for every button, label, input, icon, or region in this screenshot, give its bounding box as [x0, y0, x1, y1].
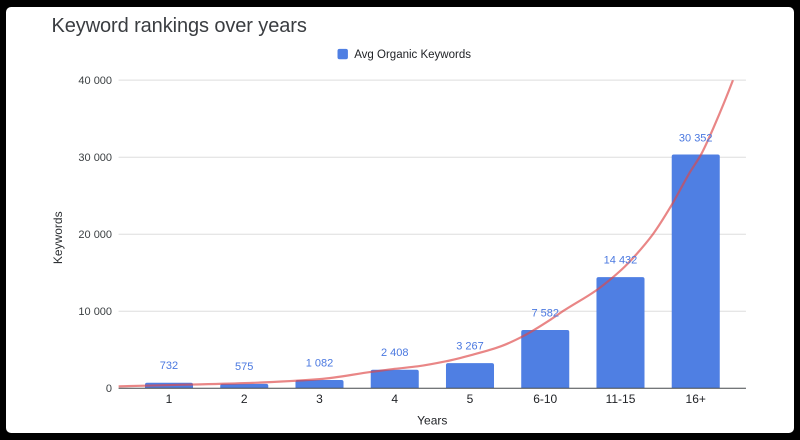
svg-text:Years: Years [417, 413, 447, 427]
svg-text:Avg Organic Keywords: Avg Organic Keywords [354, 49, 471, 61]
svg-text:Keywords: Keywords [51, 211, 65, 264]
svg-text:30 000: 30 000 [78, 152, 112, 164]
svg-text:3: 3 [316, 391, 323, 405]
svg-text:11-15: 11-15 [605, 391, 635, 405]
svg-text:7 582: 7 582 [531, 307, 559, 319]
svg-text:40 000: 40 000 [78, 74, 112, 86]
svg-text:16+: 16+ [685, 391, 705, 405]
svg-text:575: 575 [235, 361, 253, 373]
svg-text:3 267: 3 267 [456, 340, 484, 352]
svg-text:2 408: 2 408 [380, 347, 408, 359]
svg-text:10 000: 10 000 [78, 306, 112, 318]
svg-text:732: 732 [159, 360, 177, 372]
svg-text:30 352: 30 352 [678, 132, 712, 144]
svg-text:4: 4 [391, 391, 398, 405]
svg-text:5: 5 [466, 391, 473, 405]
svg-text:0: 0 [105, 383, 111, 395]
svg-text:1 082: 1 082 [305, 357, 333, 369]
svg-text:Keyword rankings over years: Keyword rankings over years [51, 15, 306, 37]
svg-text:14 432: 14 432 [603, 254, 637, 266]
svg-text:20 000: 20 000 [78, 229, 112, 241]
svg-text:2: 2 [240, 391, 247, 405]
svg-text:1: 1 [165, 391, 172, 405]
svg-text:6-10: 6-10 [533, 391, 557, 405]
